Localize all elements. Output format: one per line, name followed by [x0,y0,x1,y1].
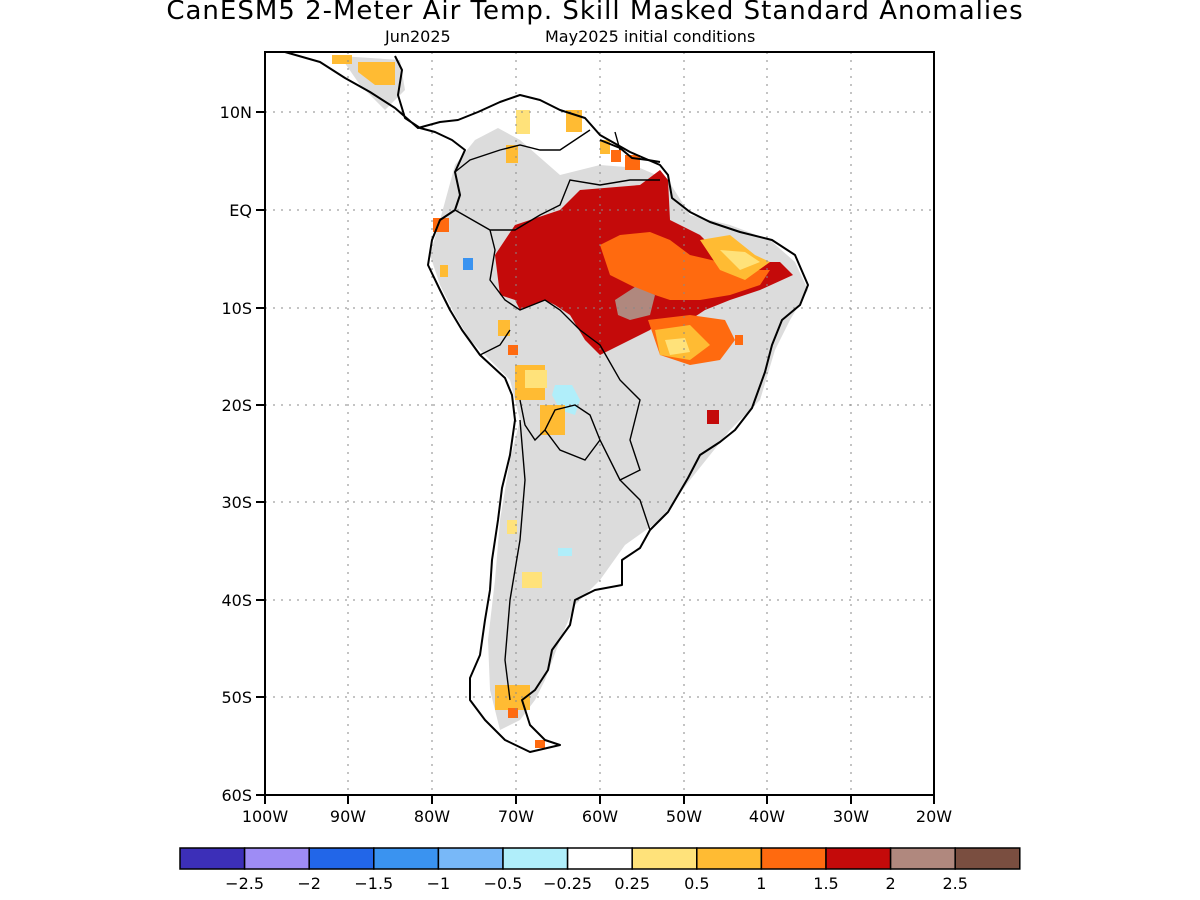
colorbar-swatch [566,847,633,870]
map-title: CanESM5 2-Meter Air Temp. Skill Masked S… [166,0,1024,26]
y-tick-label: 40S [221,591,252,610]
x-tick-label: 30W [833,807,869,826]
y-axis-labels: 10N EQ 10S 20S 30S 40S 50S 60S [220,103,252,805]
y-tick-label: 50S [221,688,252,707]
colorbar-label: 1 [756,874,766,893]
initial-conditions: May2025 initial conditions [545,27,756,46]
y-tick-label: 20S [221,396,252,415]
y-tick-label: EQ [229,201,252,220]
x-tick-label: 40W [749,807,785,826]
x-tick-label: 80W [414,807,450,826]
colorbar-swatch [179,847,246,870]
colorbar-swatch [502,847,569,870]
colorbar-swatch [437,847,504,870]
axis-ticks [256,111,935,804]
colorbar-swatch [631,847,698,870]
colorbar-swatch [243,847,310,870]
colorbar-swatch [308,847,375,870]
colorbar-label: 2 [886,874,896,893]
coastlines [284,51,809,753]
colorbar-swatch [954,847,1021,870]
country-borders [454,129,660,701]
y-tick-label: 30S [221,493,252,512]
colorbar-swatch [373,847,440,870]
colorbar-swatch [696,847,763,870]
land-shading [332,55,808,748]
forecast-month: Jun2025 [385,27,451,46]
colorbar-label: −1.5 [354,874,393,893]
colorbar-label: −0.25 [543,874,592,893]
x-tick-label: 70W [498,807,534,826]
colorbar-label: −2.5 [225,874,264,893]
colorbar-swatch [825,847,892,870]
colorbar-swatch [760,847,827,870]
x-tick-label: 50W [666,807,702,826]
x-tick-label: 100W [242,807,289,826]
x-tick-label: 90W [330,807,366,826]
colorbar-label: 0.5 [684,874,709,893]
colorbar-label: 1.5 [813,874,838,893]
colorbar-label: −1 [427,874,451,893]
x-tick-label: 60W [582,807,618,826]
colorbar-label: 0.25 [614,874,650,893]
colorbar-swatch [889,847,956,870]
y-tick-label: 60S [221,786,252,805]
y-tick-label: 10S [221,299,252,318]
x-axis-labels: 100W 90W 80W 70W 60W 50W 40W 30W 20W [242,807,952,826]
y-tick-label: 10N [220,103,252,122]
colorbar-label: −2 [297,874,321,893]
colorbar-label: −0.5 [484,874,523,893]
colorbar-label: 2.5 [942,874,967,893]
colorbar: −2.5 −2 −1.5 −1 −0.5 −0.25 0.25 0.5 1 1.5 2 2.5 [179,847,1021,893]
x-tick-label: 20W [916,807,952,826]
